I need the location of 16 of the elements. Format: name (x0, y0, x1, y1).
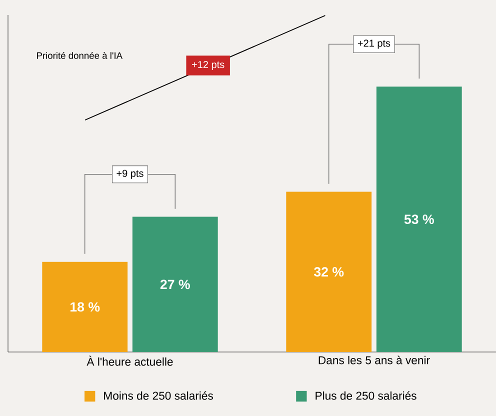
y-axis-title: Priorité donnée à l'IA (37, 52, 123, 59)
x-tick-label: Dans les 5 ans à venir (318, 356, 430, 364)
text: +21 pts (358, 40, 390, 49)
data-label: 27 % (160, 280, 190, 290)
data-label: 18 % (70, 302, 100, 312)
legend-label: Plus de 250 salariés (316, 391, 416, 400)
bar (42, 262, 128, 352)
x-tick-label: À l'heure actuelle (86, 356, 173, 366)
data-label: 53 % (404, 214, 434, 224)
legend-label: Moins de 250 salariés (104, 391, 213, 400)
bar (286, 192, 372, 352)
bar (132, 216, 218, 352)
annotation: +9 pts (116, 170, 144, 179)
text: +12 pts (192, 61, 224, 70)
bar (376, 86, 462, 352)
data-label: 32 % (314, 267, 344, 277)
